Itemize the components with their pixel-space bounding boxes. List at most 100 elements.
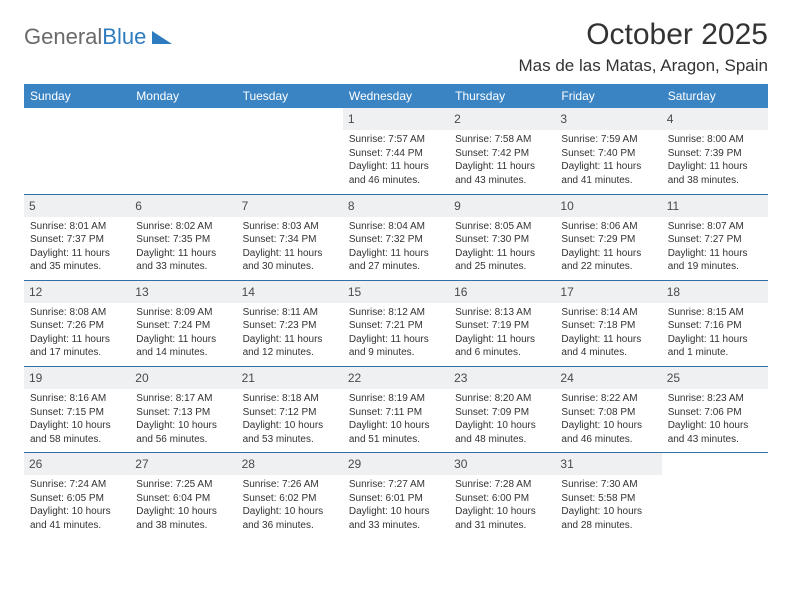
dl1-text: Daylight: 10 hours: [243, 419, 337, 433]
logo-text-gray: General: [24, 24, 102, 50]
day-number: 22: [343, 367, 449, 389]
sunset-text: Sunset: 7:29 PM: [561, 233, 655, 247]
sunset-text: Sunset: 6:00 PM: [455, 492, 549, 506]
sunrise-text: Sunrise: 7:27 AM: [349, 478, 443, 492]
sunset-text: Sunset: 7:23 PM: [243, 319, 337, 333]
logo: GeneralBlue: [24, 18, 172, 50]
dl1-text: Daylight: 11 hours: [668, 247, 762, 261]
sunset-text: Sunset: 7:18 PM: [561, 319, 655, 333]
sunset-text: Sunset: 7:27 PM: [668, 233, 762, 247]
sunset-text: Sunset: 7:21 PM: [349, 319, 443, 333]
title-block: October 2025 Mas de las Matas, Aragon, S…: [519, 18, 768, 76]
dl2-text: and 1 minute.: [668, 346, 762, 360]
dl2-text: and 46 minutes.: [349, 174, 443, 188]
dl2-text: and 48 minutes.: [455, 433, 549, 447]
sunset-text: Sunset: 7:15 PM: [30, 406, 124, 420]
dl1-text: Daylight: 11 hours: [668, 333, 762, 347]
dl1-text: Daylight: 10 hours: [561, 505, 655, 519]
day-number: 4: [662, 108, 768, 130]
calendar-cell: 17Sunrise: 8:14 AMSunset: 7:18 PMDayligh…: [555, 280, 661, 366]
sunrise-text: Sunrise: 8:23 AM: [668, 392, 762, 406]
day-number: 20: [130, 367, 236, 389]
day-number: 9: [449, 195, 555, 217]
dl2-text: and 28 minutes.: [561, 519, 655, 533]
dl2-text: and 4 minutes.: [561, 346, 655, 360]
calendar-cell: [237, 108, 343, 194]
dl2-text: and 36 minutes.: [243, 519, 337, 533]
dl1-text: Daylight: 10 hours: [455, 505, 549, 519]
sunrise-text: Sunrise: 7:57 AM: [349, 133, 443, 147]
sunset-text: Sunset: 7:24 PM: [136, 319, 230, 333]
calendar-cell: 28Sunrise: 7:26 AMSunset: 6:02 PMDayligh…: [237, 453, 343, 539]
dl1-text: Daylight: 11 hours: [349, 333, 443, 347]
calendar-week: 19Sunrise: 8:16 AMSunset: 7:15 PMDayligh…: [24, 366, 768, 452]
calendar-cell: 2Sunrise: 7:58 AMSunset: 7:42 PMDaylight…: [449, 108, 555, 194]
sunrise-text: Sunrise: 8:14 AM: [561, 306, 655, 320]
dl2-text: and 25 minutes.: [455, 260, 549, 274]
dl2-text: and 41 minutes.: [561, 174, 655, 188]
dl1-text: Daylight: 11 hours: [349, 247, 443, 261]
sunset-text: Sunset: 6:05 PM: [30, 492, 124, 506]
day-number: 3: [555, 108, 661, 130]
calendar-cell: 23Sunrise: 8:20 AMSunset: 7:09 PMDayligh…: [449, 366, 555, 452]
sunrise-text: Sunrise: 8:01 AM: [30, 220, 124, 234]
dl2-text: and 17 minutes.: [30, 346, 124, 360]
dl1-text: Daylight: 10 hours: [136, 419, 230, 433]
dl1-text: Daylight: 11 hours: [30, 247, 124, 261]
calendar-cell: 19Sunrise: 8:16 AMSunset: 7:15 PMDayligh…: [24, 366, 130, 452]
calendar-cell: 21Sunrise: 8:18 AMSunset: 7:12 PMDayligh…: [237, 366, 343, 452]
dl2-text: and 9 minutes.: [349, 346, 443, 360]
sunrise-text: Sunrise: 7:25 AM: [136, 478, 230, 492]
dl1-text: Daylight: 10 hours: [668, 419, 762, 433]
calendar-cell: 18Sunrise: 8:15 AMSunset: 7:16 PMDayligh…: [662, 280, 768, 366]
day-header: Monday: [130, 84, 236, 108]
dl1-text: Daylight: 10 hours: [349, 419, 443, 433]
sunrise-text: Sunrise: 8:17 AM: [136, 392, 230, 406]
dl2-text: and 53 minutes.: [243, 433, 337, 447]
day-number: 14: [237, 281, 343, 303]
dl2-text: and 38 minutes.: [668, 174, 762, 188]
calendar-cell: 1Sunrise: 7:57 AMSunset: 7:44 PMDaylight…: [343, 108, 449, 194]
calendar-cell: 12Sunrise: 8:08 AMSunset: 7:26 PMDayligh…: [24, 280, 130, 366]
sunrise-text: Sunrise: 8:15 AM: [668, 306, 762, 320]
dl1-text: Daylight: 10 hours: [30, 419, 124, 433]
logo-mark-icon: [152, 31, 172, 44]
day-number: 26: [24, 453, 130, 475]
sunrise-text: Sunrise: 7:28 AM: [455, 478, 549, 492]
day-number: 7: [237, 195, 343, 217]
dl2-text: and 12 minutes.: [243, 346, 337, 360]
sunrise-text: Sunrise: 8:07 AM: [668, 220, 762, 234]
dl2-text: and 19 minutes.: [668, 260, 762, 274]
dl2-text: and 33 minutes.: [349, 519, 443, 533]
dl1-text: Daylight: 10 hours: [561, 419, 655, 433]
dl1-text: Daylight: 11 hours: [455, 247, 549, 261]
dl1-text: Daylight: 10 hours: [243, 505, 337, 519]
sunset-text: Sunset: 7:09 PM: [455, 406, 549, 420]
dl1-text: Daylight: 11 hours: [455, 160, 549, 174]
calendar-cell: 16Sunrise: 8:13 AMSunset: 7:19 PMDayligh…: [449, 280, 555, 366]
dl2-text: and 43 minutes.: [668, 433, 762, 447]
location-text: Mas de las Matas, Aragon, Spain: [519, 56, 768, 76]
day-number: 17: [555, 281, 661, 303]
dl2-text: and 58 minutes.: [30, 433, 124, 447]
day-number: 31: [555, 453, 661, 475]
day-number: 25: [662, 367, 768, 389]
dl2-text: and 22 minutes.: [561, 260, 655, 274]
dl2-text: and 27 minutes.: [349, 260, 443, 274]
dl1-text: Daylight: 11 hours: [455, 333, 549, 347]
day-header: Thursday: [449, 84, 555, 108]
sunset-text: Sunset: 6:02 PM: [243, 492, 337, 506]
calendar-cell: [130, 108, 236, 194]
day-number: 10: [555, 195, 661, 217]
sunrise-text: Sunrise: 8:06 AM: [561, 220, 655, 234]
sunset-text: Sunset: 5:58 PM: [561, 492, 655, 506]
calendar-cell: 26Sunrise: 7:24 AMSunset: 6:05 PMDayligh…: [24, 453, 130, 539]
header: GeneralBlue October 2025 Mas de las Mata…: [24, 18, 768, 76]
day-number: 13: [130, 281, 236, 303]
day-number: 28: [237, 453, 343, 475]
day-number: 19: [24, 367, 130, 389]
day-number: 21: [237, 367, 343, 389]
day-number: 12: [24, 281, 130, 303]
calendar-cell: 27Sunrise: 7:25 AMSunset: 6:04 PMDayligh…: [130, 453, 236, 539]
day-number: 23: [449, 367, 555, 389]
